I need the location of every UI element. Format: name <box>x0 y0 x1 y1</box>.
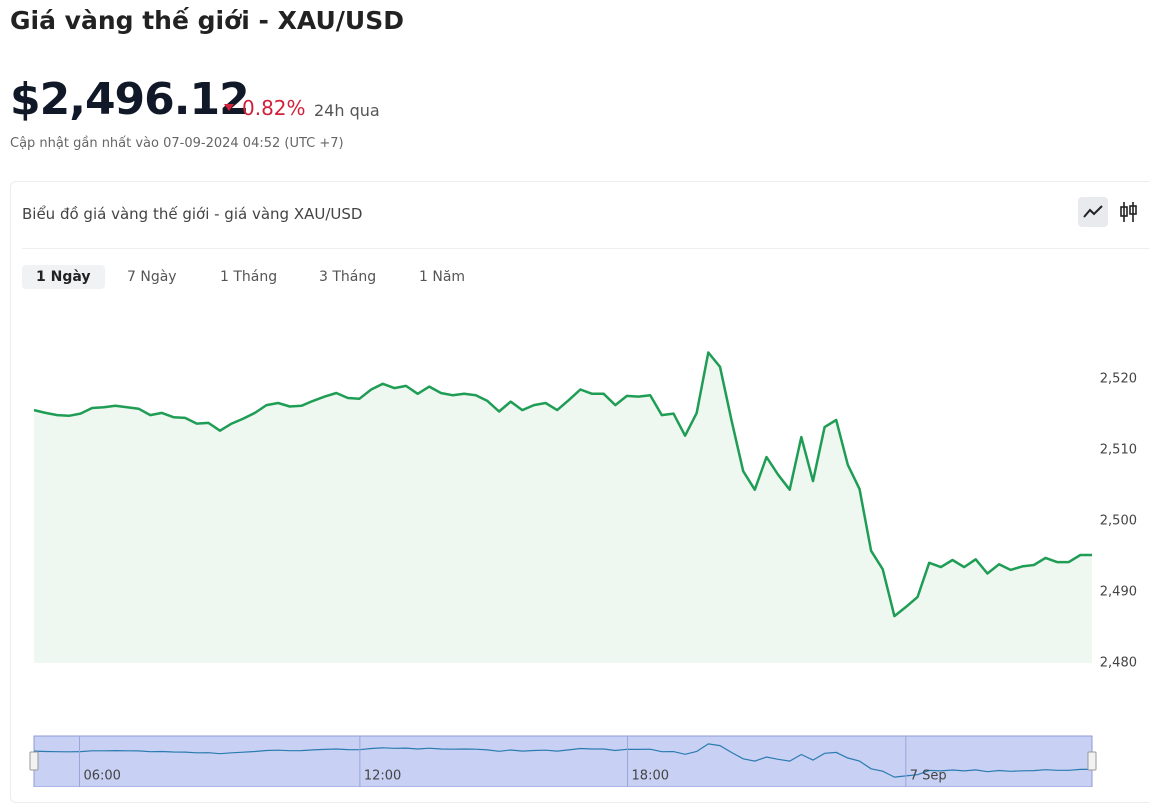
tab[interactable]: 1 Tháng <box>220 269 278 285</box>
navigator-label: 7 Sep <box>910 769 947 784</box>
tab[interactable]: 1 Năm <box>419 269 466 285</box>
navigator-line <box>33 743 1092 778</box>
price: $2,496.12 <box>10 74 250 125</box>
line <box>33 351 1092 618</box>
chart: 2,480 2,490 2,500 2,510 2,520 06:00 12:00 18:00… <box>29 351 1137 787</box>
updated: Cập nhật gần nhất vào 07-09-2024 04:52 (… <box>10 136 344 151</box>
navigator-label: 06:00 <box>83 769 120 784</box>
page-title: Giá vàng thế giới - XAU/USD <box>10 6 404 35</box>
tab[interactable]: 3 Tháng <box>319 269 377 285</box>
navigator-label: 18:00 <box>632 769 669 784</box>
separator <box>22 248 1149 249</box>
line-button[interactable] <box>1078 197 1108 227</box>
y-tick-label: 2,480 <box>1100 656 1137 671</box>
y-tick-label: 2,500 <box>1100 513 1137 528</box>
navigator-label: 12:00 <box>364 769 401 784</box>
tab[interactable]: 7 Ngày <box>127 269 177 285</box>
y-tick-label: 2,510 <box>1100 442 1137 457</box>
line-icon <box>1083 205 1103 218</box>
navigator-handle <box>1087 751 1097 771</box>
tab[interactable]: 1 Ngày <box>22 265 105 289</box>
navigator-handle <box>29 751 39 771</box>
candle-icon <box>1120 202 1137 222</box>
period: 24h qua <box>314 101 380 120</box>
down-arrow <box>224 104 234 111</box>
change: 0.82% <box>242 96 306 120</box>
y-tick-label: 2,490 <box>1100 584 1137 599</box>
area <box>34 352 1092 663</box>
card-title: Biểu đồ giá vàng thế giới - giá vàng XAU… <box>22 205 363 223</box>
y-tick-label: 2,520 <box>1100 371 1137 386</box>
candle-button[interactable] <box>1113 197 1143 227</box>
